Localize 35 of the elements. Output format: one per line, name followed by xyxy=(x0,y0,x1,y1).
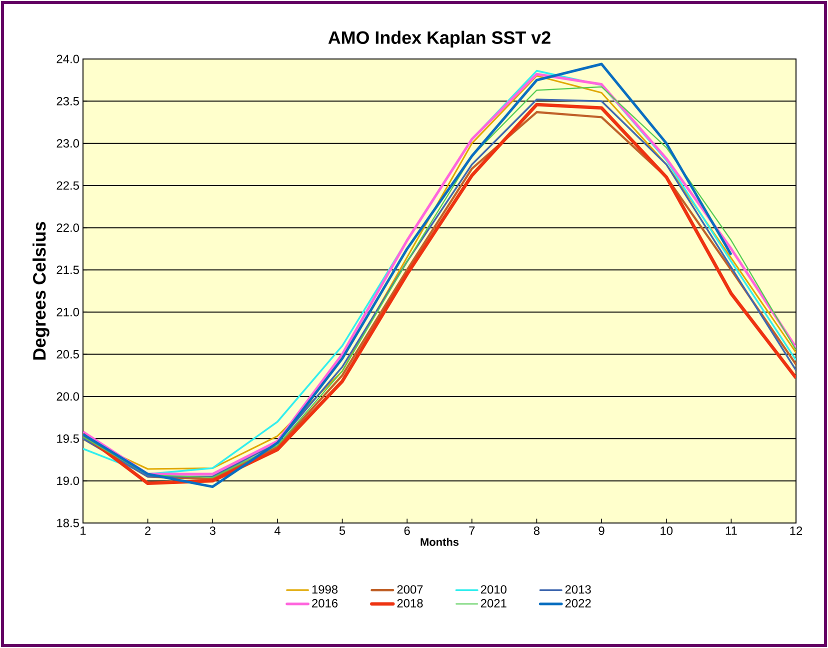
y-tick-label: 20.5 xyxy=(56,350,79,358)
x-tick-label: 9 xyxy=(598,526,604,535)
legend-label: 2007 xyxy=(397,585,423,594)
x-tick-label: 2 xyxy=(145,526,151,535)
legend-label: 2021 xyxy=(480,599,506,608)
x-tick-label: 8 xyxy=(534,526,540,535)
y-tick-label: 18.5 xyxy=(57,518,79,528)
y-tick-label: 19.0 xyxy=(57,476,80,486)
legend-label: 1998 xyxy=(312,585,338,594)
y-tick-label: 21.0 xyxy=(56,308,80,316)
x-tick-label: 11 xyxy=(726,526,737,535)
x-tick-label: 1 xyxy=(80,526,86,535)
x-axis-title: Months xyxy=(420,538,459,546)
x-tick-label: 12 xyxy=(790,526,802,535)
y-tick-label: 23.0 xyxy=(56,139,80,148)
x-tick-label: 6 xyxy=(404,526,410,535)
legend-label: 2022 xyxy=(565,599,591,608)
y-tick-label: 22.5 xyxy=(56,181,79,190)
y-tick-label: 21.5 xyxy=(56,266,79,274)
legend-label: 2013 xyxy=(565,585,591,594)
legend-label: 2018 xyxy=(397,599,423,608)
y-tick-label: 20.0 xyxy=(56,392,80,401)
x-tick-label: 7 xyxy=(469,526,475,535)
y-tick-label: 23.5 xyxy=(56,96,79,106)
y-tick-label: 19.5 xyxy=(57,434,79,443)
y-axis-title: Degrees Celsius xyxy=(32,222,50,360)
legend-label: 2010 xyxy=(480,585,506,594)
x-tick-label: 3 xyxy=(210,526,216,535)
x-tick-label: 10 xyxy=(660,526,673,535)
y-tick-label: 24.0 xyxy=(56,54,80,64)
chart-title: AMO Index Kaplan SST v2 xyxy=(328,30,550,48)
legend-label: 2016 xyxy=(312,599,338,608)
x-tick-label: 4 xyxy=(274,526,280,535)
x-tick-label: 5 xyxy=(339,526,346,535)
y-tick-label: 22.0 xyxy=(56,224,80,232)
